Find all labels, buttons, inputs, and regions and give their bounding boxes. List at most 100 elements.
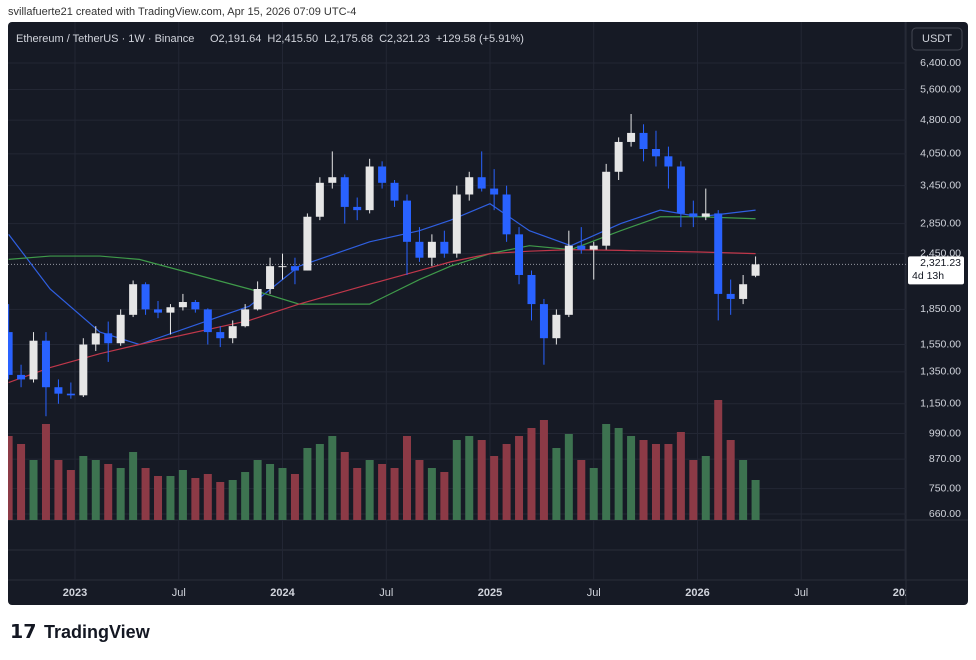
candle-body xyxy=(353,206,362,211)
volume-bar xyxy=(290,474,299,520)
y-tick-label: 750.00 xyxy=(929,482,961,494)
volume-bar xyxy=(589,468,598,520)
candle-body xyxy=(689,213,698,217)
volume-bar xyxy=(452,440,461,520)
volume-bar xyxy=(365,460,374,520)
volume-bar xyxy=(340,452,349,520)
candle-body xyxy=(701,213,710,217)
attribution: svillafuerte21 created with TradingView.… xyxy=(8,6,356,18)
volume-bar xyxy=(191,478,200,520)
candle-body xyxy=(340,177,349,207)
last-price-tag xyxy=(908,256,964,285)
volume-bar xyxy=(66,470,75,520)
candle-body xyxy=(664,156,673,167)
volume-bar xyxy=(627,436,636,520)
volume-bar xyxy=(353,468,362,520)
candle-body xyxy=(253,289,262,310)
volume-bar xyxy=(266,464,275,520)
candle-body xyxy=(266,266,275,290)
ohlc-label: C2,321.23 xyxy=(379,33,430,45)
ohlc-label: O2,191.64 xyxy=(210,33,261,45)
ohlc-label: H2,415.50 xyxy=(267,33,318,45)
volume-bar xyxy=(129,452,138,520)
volume-bar xyxy=(8,436,13,520)
candle-body xyxy=(178,302,187,308)
candle-body xyxy=(66,393,75,396)
logo-mark: 𝟭𝟳 xyxy=(10,622,36,643)
currency[interactable]: USDT xyxy=(922,33,952,45)
candle-body xyxy=(378,166,387,183)
volume-bar xyxy=(166,476,175,520)
volume-bar xyxy=(701,456,710,520)
candle-body xyxy=(141,284,150,310)
candle-body xyxy=(726,293,735,299)
y-tick-label: 1,850.00 xyxy=(920,303,961,315)
volume-bar xyxy=(278,468,287,520)
volume-bar xyxy=(91,460,100,520)
last-price-label: 2,321.23 xyxy=(920,257,961,269)
volume-bar xyxy=(203,474,212,520)
volume-bar xyxy=(502,444,511,520)
candle-body xyxy=(614,141,623,172)
volume-bar xyxy=(739,460,748,520)
x-tick-label: 2024 xyxy=(270,587,295,599)
y-tick-label: 4,050.00 xyxy=(920,148,961,160)
candle-body xyxy=(315,182,324,217)
volume-bar xyxy=(228,480,237,520)
x-tick-label: Jul xyxy=(587,587,601,599)
y-tick-label: 660.00 xyxy=(929,508,961,520)
time-axis: 2023 Jul 2024 Jul 2025 Jul 2026 Jul 2027 xyxy=(63,587,917,599)
candle-body xyxy=(676,166,685,214)
candle-body xyxy=(564,245,573,315)
candle-body xyxy=(602,171,611,246)
volume-bar xyxy=(427,468,436,520)
axes: 6,400.00 5,600.00 4,800.00 4,050.00 3,450.00… xyxy=(908,57,964,520)
volume-bar xyxy=(390,468,399,520)
volume-bar xyxy=(539,420,548,520)
candle-body xyxy=(154,309,163,313)
volume-bar xyxy=(515,436,524,520)
candle-body xyxy=(651,148,660,157)
candle-body xyxy=(365,166,374,211)
candle-body xyxy=(415,241,424,258)
candle-body xyxy=(452,194,461,254)
volume-bar xyxy=(614,428,623,520)
volume-bar xyxy=(402,436,411,520)
candle-body xyxy=(527,274,536,305)
candle-body xyxy=(278,266,287,268)
moving-average xyxy=(8,216,756,305)
candle-body xyxy=(477,177,486,189)
moving-average xyxy=(8,249,756,384)
y-tick-label: 1,350.00 xyxy=(920,366,961,378)
candle-body xyxy=(465,177,474,195)
volume-bar xyxy=(154,476,163,520)
candle-body xyxy=(328,177,337,183)
logo: TradingView xyxy=(44,622,151,642)
volume-bar xyxy=(751,480,760,520)
volume-bar xyxy=(490,456,499,520)
candle-body xyxy=(639,132,648,149)
candle-body xyxy=(216,332,225,339)
volume-bar xyxy=(303,448,312,520)
volume-bar xyxy=(253,460,262,520)
volume-bar xyxy=(664,444,673,520)
x-tick-label: 2025 xyxy=(478,587,502,599)
volume-bar xyxy=(564,434,573,520)
y-tick-label: 4,800.00 xyxy=(920,114,961,126)
ohlc-label: +129.58 (+5.91%) xyxy=(436,33,524,45)
currency-button[interactable] xyxy=(911,27,963,51)
candle-body xyxy=(577,245,586,250)
volume-bar xyxy=(415,460,424,520)
candle-body xyxy=(166,307,175,313)
candle-body xyxy=(104,333,113,344)
candle-body xyxy=(515,234,524,275)
x-tick-label: 2027 xyxy=(893,587,917,599)
candle-body xyxy=(627,132,636,142)
candle-body xyxy=(54,387,63,394)
y-tick-label: 1,550.00 xyxy=(920,338,961,350)
volume-bar xyxy=(54,460,63,520)
candle-body xyxy=(739,284,748,299)
volume-bar xyxy=(216,482,225,520)
